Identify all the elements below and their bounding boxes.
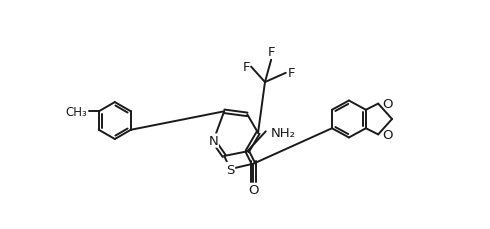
Text: F: F xyxy=(287,67,295,80)
Text: O: O xyxy=(382,128,392,141)
Text: F: F xyxy=(268,46,275,59)
Text: S: S xyxy=(226,163,235,176)
Text: NH₂: NH₂ xyxy=(270,126,295,139)
Text: N: N xyxy=(209,134,218,147)
Text: F: F xyxy=(243,61,250,74)
Text: O: O xyxy=(248,183,259,196)
Text: CH₃: CH₃ xyxy=(66,105,87,118)
Text: O: O xyxy=(382,98,392,111)
